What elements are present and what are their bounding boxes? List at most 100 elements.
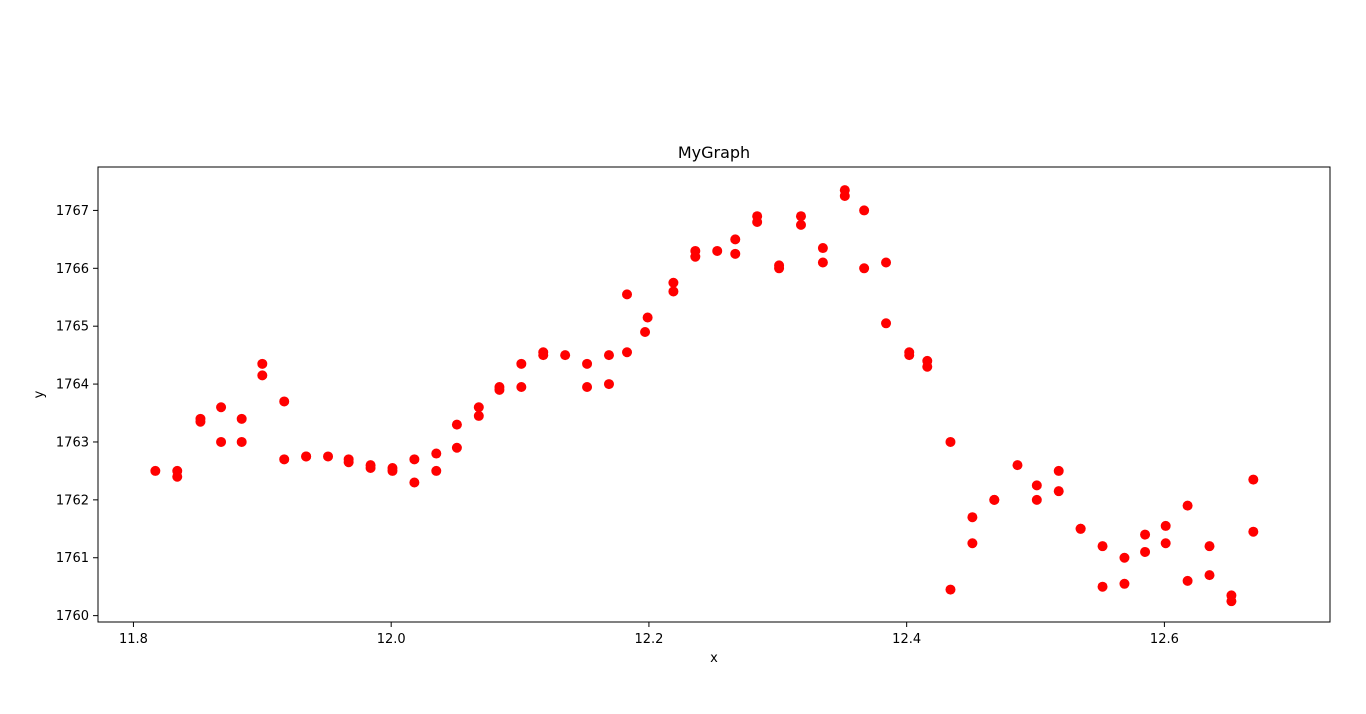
data-point bbox=[582, 358, 593, 369]
data-point bbox=[1160, 520, 1171, 531]
data-point bbox=[1053, 465, 1064, 476]
data-point bbox=[1160, 538, 1171, 549]
y-tick-label: 1766 bbox=[56, 262, 89, 277]
data-point bbox=[279, 454, 290, 465]
data-point bbox=[989, 494, 1000, 505]
data-point bbox=[409, 454, 420, 465]
data-point bbox=[494, 384, 505, 395]
data-point bbox=[1182, 575, 1193, 586]
data-point bbox=[668, 286, 679, 297]
data-point bbox=[343, 457, 354, 468]
plot-area-frame bbox=[97, 166, 1331, 623]
data-point bbox=[172, 471, 183, 482]
data-point bbox=[642, 312, 653, 323]
data-point bbox=[150, 465, 161, 476]
data-point bbox=[945, 436, 956, 447]
y-tick-label: 1762 bbox=[56, 493, 89, 508]
data-point bbox=[603, 379, 614, 390]
data-point bbox=[640, 326, 651, 337]
data-point bbox=[1012, 460, 1023, 471]
data-point bbox=[752, 216, 763, 227]
data-point bbox=[967, 538, 978, 549]
y-tick-label: 1764 bbox=[56, 378, 89, 393]
y-tick-label: 1761 bbox=[56, 551, 89, 566]
data-point bbox=[1097, 541, 1108, 552]
data-point bbox=[622, 289, 633, 300]
data-point bbox=[257, 358, 268, 369]
y-tick-label: 1760 bbox=[56, 609, 89, 624]
data-point bbox=[1204, 570, 1215, 581]
data-point bbox=[712, 245, 723, 256]
data-point bbox=[817, 243, 828, 254]
data-point bbox=[451, 442, 462, 453]
data-point bbox=[473, 410, 484, 421]
data-point bbox=[1031, 494, 1042, 505]
data-point bbox=[387, 465, 398, 476]
data-point bbox=[904, 350, 915, 361]
data-point bbox=[774, 263, 785, 274]
data-point bbox=[1226, 596, 1237, 607]
data-point bbox=[431, 465, 442, 476]
data-point bbox=[730, 248, 741, 259]
data-point bbox=[1140, 529, 1151, 540]
data-point bbox=[795, 219, 806, 230]
data-point bbox=[922, 361, 933, 372]
data-point bbox=[516, 358, 527, 369]
x-tick-label: 12.6 bbox=[1150, 632, 1179, 647]
data-point bbox=[1182, 500, 1193, 511]
data-point bbox=[1204, 541, 1215, 552]
data-point bbox=[1248, 474, 1259, 485]
data-point bbox=[195, 416, 206, 427]
data-point bbox=[301, 451, 312, 462]
x-tick-label: 12.4 bbox=[892, 632, 921, 647]
data-point bbox=[603, 350, 614, 361]
data-point bbox=[795, 211, 806, 222]
data-point bbox=[622, 347, 633, 358]
x-axis-ticks: 11.8 12.0 12.2 12.4 12.6 bbox=[119, 622, 1179, 647]
x-tick-label: 12.2 bbox=[634, 632, 663, 647]
chart-title: MyGraph bbox=[678, 143, 750, 162]
data-point bbox=[473, 402, 484, 413]
data-point bbox=[216, 436, 227, 447]
data-point bbox=[859, 205, 870, 216]
data-point bbox=[668, 277, 679, 288]
data-point bbox=[1053, 486, 1064, 497]
y-tick-label: 1767 bbox=[56, 204, 89, 219]
data-point bbox=[967, 512, 978, 523]
data-point bbox=[1140, 546, 1151, 557]
data-point bbox=[409, 477, 420, 488]
data-point bbox=[257, 370, 268, 381]
data-point bbox=[365, 463, 376, 474]
data-point bbox=[839, 190, 850, 201]
y-axis-ticks: 1760 1761 1762 1763 1764 1765 1766 1767 bbox=[56, 204, 98, 624]
data-point bbox=[1248, 526, 1259, 537]
plot-area-background bbox=[98, 167, 1330, 622]
data-point bbox=[881, 318, 892, 329]
data-point bbox=[1119, 578, 1130, 589]
data-point bbox=[279, 396, 290, 407]
data-point bbox=[945, 584, 956, 595]
data-point bbox=[516, 381, 527, 392]
y-axis-label: y bbox=[32, 390, 47, 398]
data-point bbox=[582, 381, 593, 392]
data-point bbox=[730, 234, 741, 245]
data-point bbox=[560, 350, 571, 361]
y-tick-label: 1765 bbox=[56, 320, 89, 335]
data-point bbox=[881, 257, 892, 268]
data-point bbox=[1097, 581, 1108, 592]
data-point bbox=[1119, 552, 1130, 563]
data-point bbox=[859, 263, 870, 274]
y-tick-label: 1763 bbox=[56, 435, 89, 450]
data-point bbox=[1075, 523, 1086, 534]
data-point bbox=[451, 419, 462, 430]
data-point bbox=[690, 251, 701, 262]
data-point bbox=[817, 257, 828, 268]
x-tick-label: 12.0 bbox=[377, 632, 406, 647]
data-point bbox=[538, 350, 549, 361]
x-axis-label: x bbox=[710, 651, 718, 666]
data-point bbox=[323, 451, 334, 462]
data-point bbox=[236, 413, 247, 424]
data-point bbox=[1031, 480, 1042, 491]
